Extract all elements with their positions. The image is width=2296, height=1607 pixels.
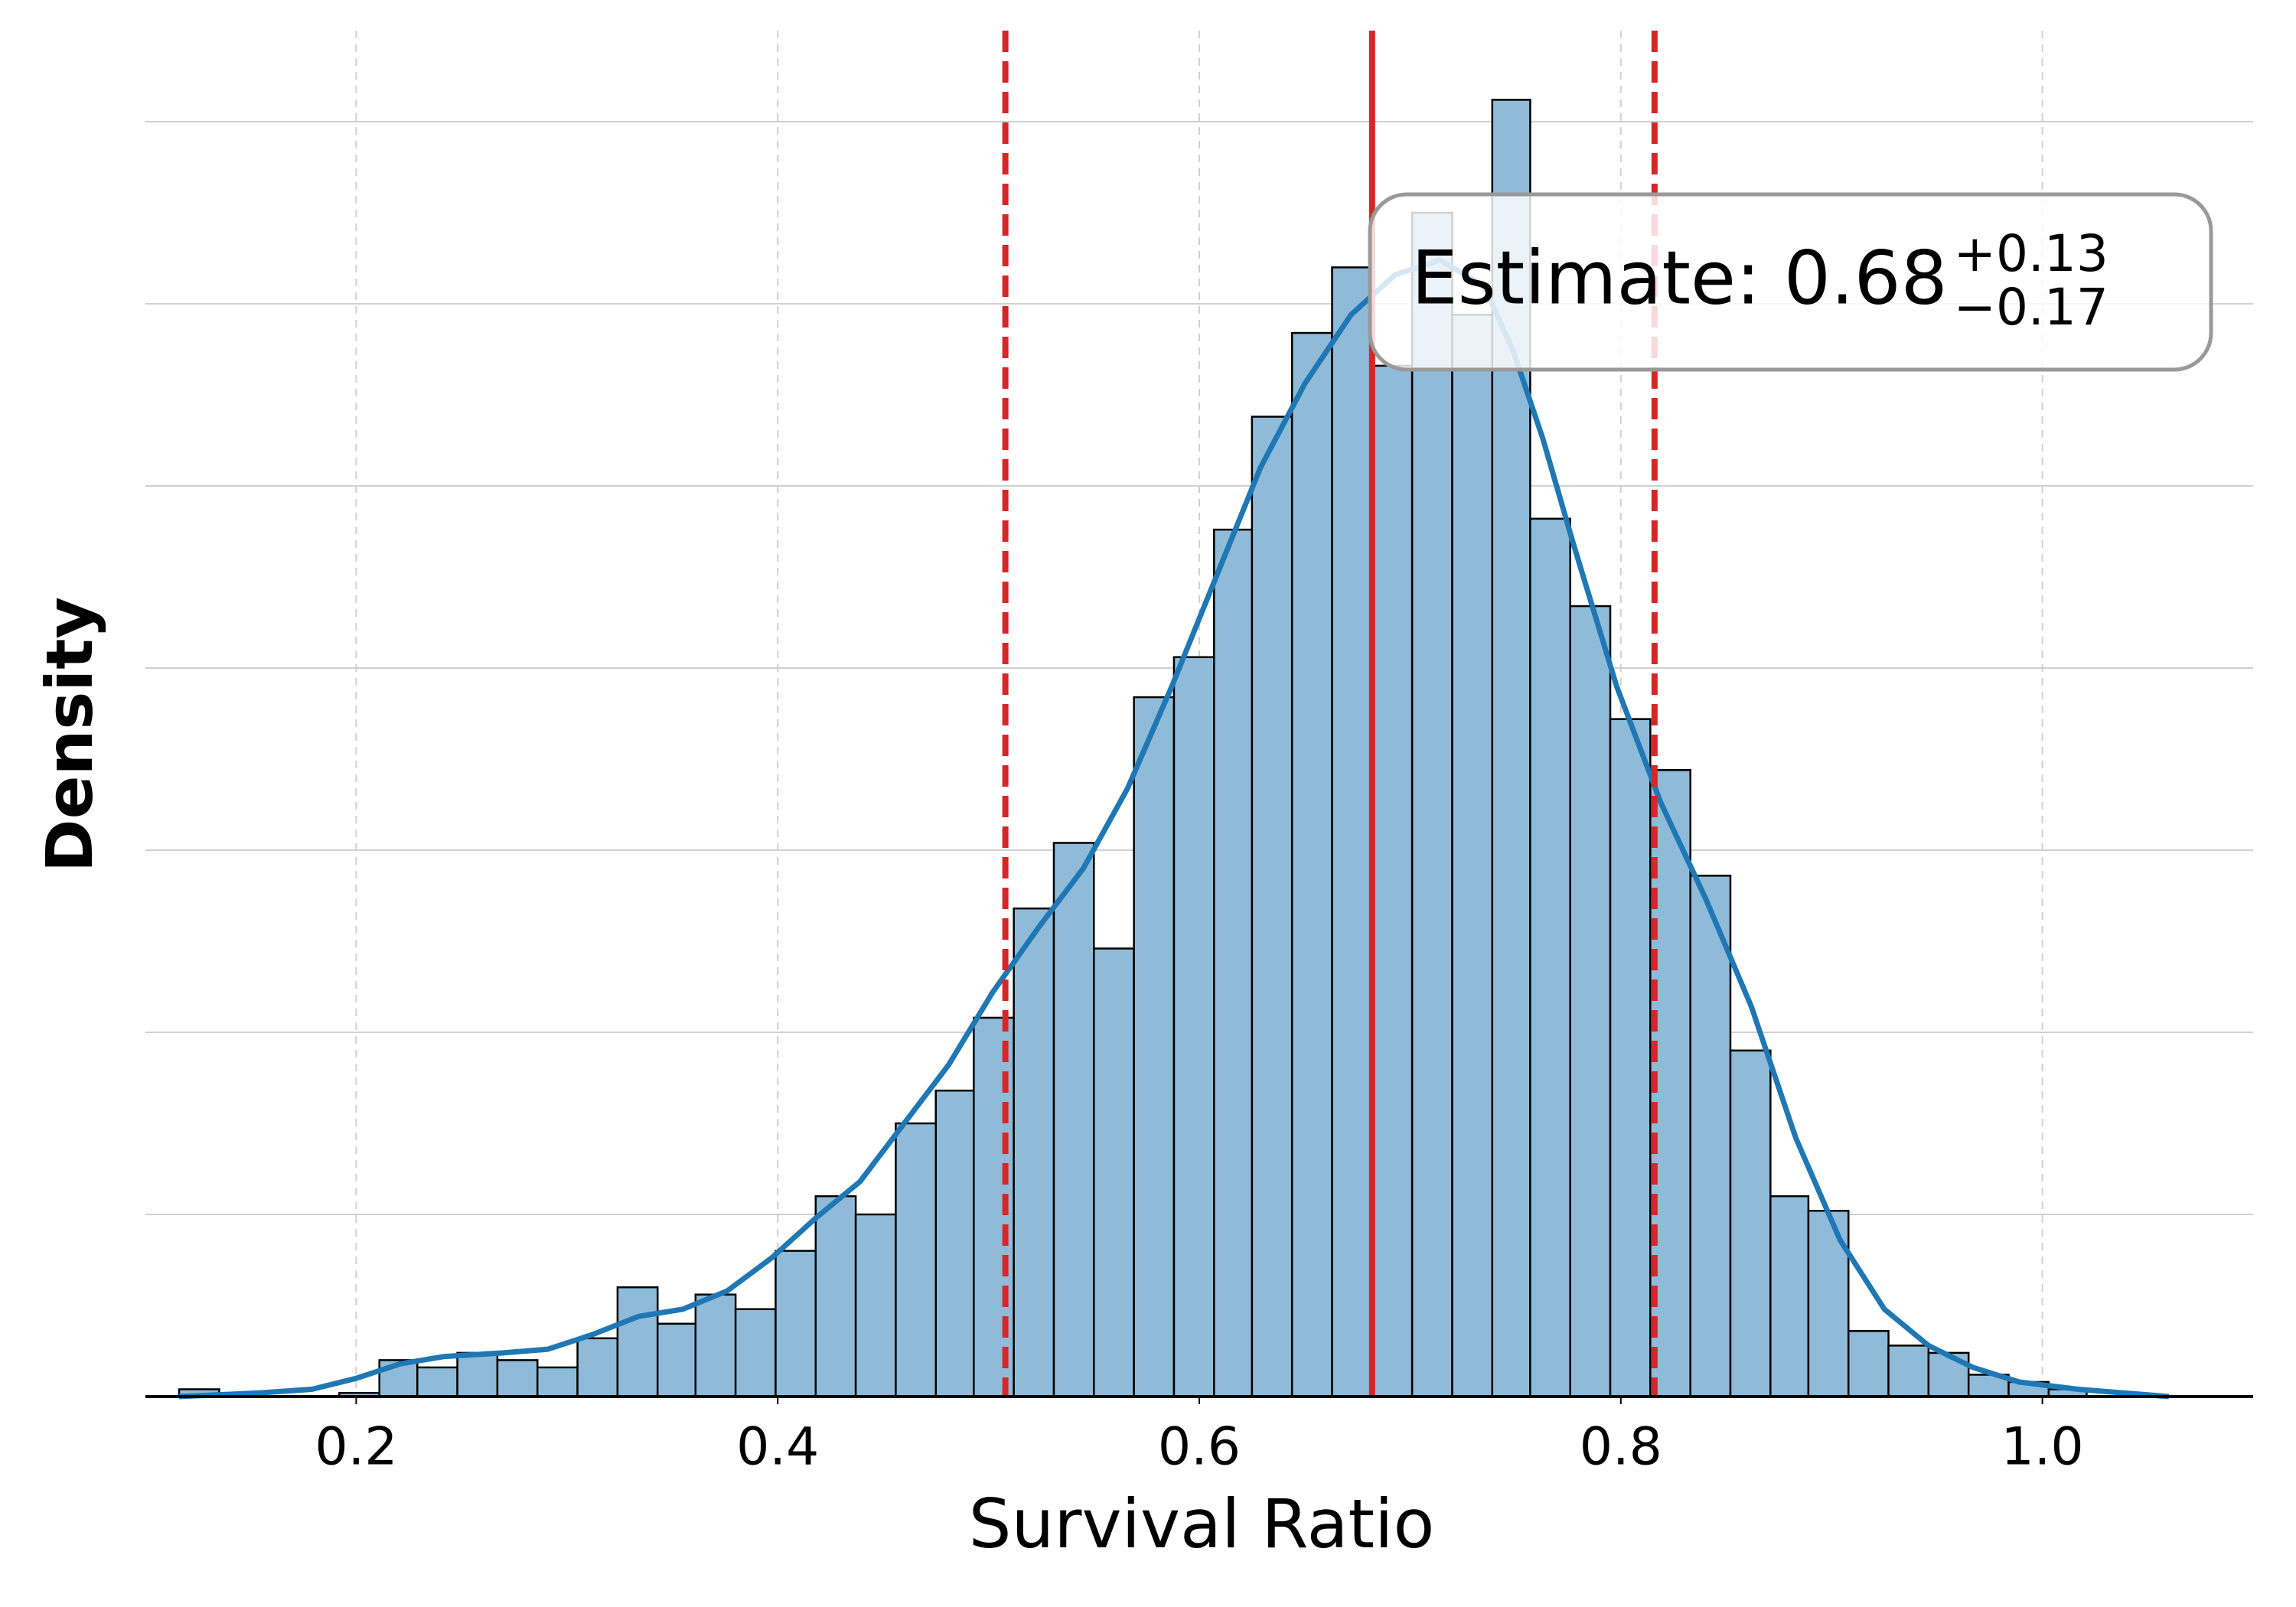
x-tick-label: 0.6	[1158, 1417, 1241, 1478]
bar	[854, 1213, 897, 1398]
bar	[1411, 211, 1453, 1398]
bar	[1213, 528, 1254, 1398]
bar	[775, 1250, 817, 1398]
bar	[1847, 1330, 1890, 1398]
x-axis-label: Survival Ratio	[969, 1485, 1435, 1563]
x-tick-label: 0.2	[315, 1417, 397, 1478]
annotation-upper: +0.13	[1954, 224, 2108, 283]
bar	[814, 1195, 857, 1398]
x-tick-label: 0.4	[736, 1417, 819, 1478]
bar	[694, 1293, 737, 1398]
bar	[416, 1366, 458, 1398]
annotation-text: Estimate: 0.68	[1411, 235, 1948, 321]
bar	[1569, 605, 1612, 1398]
bar	[934, 1089, 975, 1398]
bar	[1013, 907, 1055, 1398]
bar	[616, 1286, 659, 1398]
bar	[1371, 364, 1414, 1398]
bar	[734, 1308, 777, 1398]
bar	[1251, 416, 1293, 1398]
bar	[576, 1337, 619, 1398]
bar	[1769, 1195, 1810, 1398]
y-axis-label: Density	[32, 597, 107, 872]
bar	[1729, 1049, 1772, 1398]
bar	[895, 1122, 937, 1398]
bar	[1689, 875, 1732, 1398]
bar	[1052, 842, 1095, 1398]
annotation-lower: −0.17	[1954, 278, 2108, 337]
bar	[1887, 1345, 1930, 1398]
kde-line	[178, 257, 2170, 1400]
bar	[1133, 696, 1176, 1398]
bar	[1172, 656, 1215, 1398]
bar	[496, 1359, 539, 1398]
x-tick-label: 1.0	[2001, 1417, 2084, 1478]
bar	[456, 1351, 499, 1398]
bar	[536, 1366, 579, 1398]
bar	[656, 1322, 697, 1398]
x-tick-label: 0.8	[1580, 1417, 1662, 1478]
bar	[1529, 517, 1571, 1398]
bar	[1807, 1209, 1850, 1398]
bar	[1290, 331, 1333, 1398]
bar	[1331, 266, 1374, 1398]
bar	[1451, 314, 1494, 1398]
annotation: Estimate: 0.68 +0.13−0.17	[1368, 192, 2213, 372]
annotation-box	[1368, 192, 2213, 372]
bar	[1609, 718, 1652, 1398]
bar	[1093, 947, 1135, 1398]
